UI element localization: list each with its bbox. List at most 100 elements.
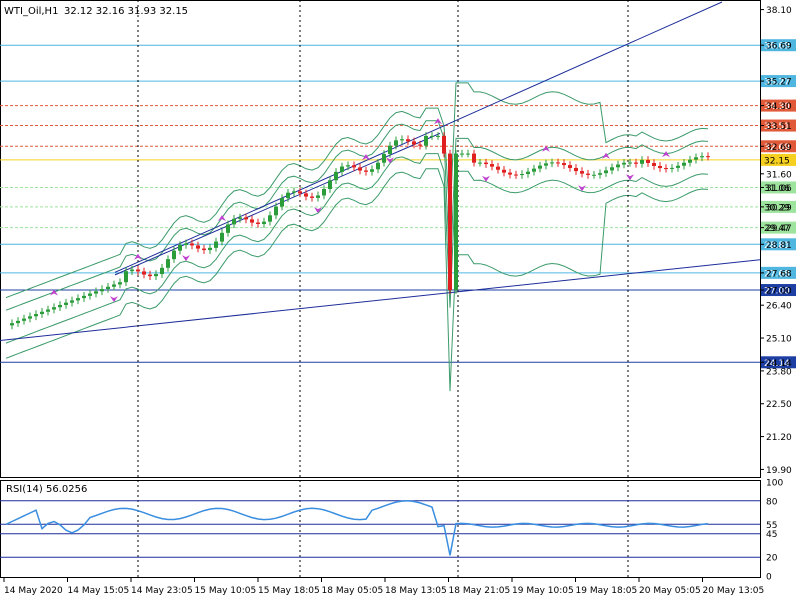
candle-body[interactable]	[622, 162, 626, 165]
candle-body[interactable]	[502, 169, 506, 173]
candle-body[interactable]	[598, 173, 602, 175]
candle-body[interactable]	[562, 163, 566, 166]
candle-body[interactable]	[406, 139, 410, 142]
candle-body[interactable]	[274, 206, 278, 216]
candle-body[interactable]	[64, 302, 68, 305]
candle-body[interactable]	[700, 156, 704, 158]
candle-body[interactable]	[58, 304, 62, 308]
candle-body[interactable]	[106, 286, 110, 290]
candle-body[interactable]	[652, 163, 656, 166]
candle-body[interactable]	[40, 311, 44, 315]
candle-body[interactable]	[394, 140, 398, 146]
candle-body[interactable]	[352, 165, 356, 168]
candle-body[interactable]	[100, 289, 104, 292]
candle-body[interactable]	[316, 195, 320, 198]
candle-body[interactable]	[166, 259, 170, 268]
candle-body[interactable]	[580, 171, 584, 174]
candle-body[interactable]	[682, 162, 686, 166]
candle-body[interactable]	[244, 217, 248, 220]
candle-body[interactable]	[460, 153, 464, 155]
candle-body[interactable]	[160, 267, 164, 275]
candle-body[interactable]	[262, 221, 266, 224]
candle-body[interactable]	[448, 153, 452, 291]
candle-body[interactable]	[178, 244, 182, 251]
candle-body[interactable]	[286, 192, 290, 199]
candle-body[interactable]	[550, 162, 554, 164]
candle-body[interactable]	[376, 162, 380, 170]
candle-body[interactable]	[34, 314, 38, 317]
candle-body[interactable]	[640, 159, 644, 164]
candle-body[interactable]	[442, 135, 446, 154]
candle-body[interactable]	[568, 165, 572, 168]
candle-body[interactable]	[358, 167, 362, 171]
candle-body[interactable]	[184, 243, 188, 245]
candle-body[interactable]	[124, 271, 128, 283]
candle-body[interactable]	[454, 153, 458, 291]
candle-body[interactable]	[616, 164, 620, 168]
candle-body[interactable]	[520, 174, 524, 176]
candle-body[interactable]	[88, 293, 92, 296]
candle-body[interactable]	[610, 167, 614, 171]
candle-body[interactable]	[508, 172, 512, 175]
candle-body[interactable]	[190, 243, 194, 246]
candle-body[interactable]	[292, 191, 296, 193]
candle-body[interactable]	[322, 189, 326, 196]
candle-body[interactable]	[388, 145, 392, 154]
candle-body[interactable]	[22, 318, 26, 321]
candle-body[interactable]	[706, 156, 710, 158]
candle-body[interactable]	[220, 232, 224, 242]
candle-body[interactable]	[232, 218, 236, 225]
candle-body[interactable]	[340, 166, 344, 172]
candle-body[interactable]	[16, 320, 20, 324]
candle-body[interactable]	[412, 141, 416, 145]
candle-body[interactable]	[52, 307, 56, 310]
candle-body[interactable]	[670, 167, 674, 169]
candle-body[interactable]	[214, 241, 218, 248]
candle-body[interactable]	[646, 159, 650, 164]
candle-body[interactable]	[658, 165, 662, 169]
candle-body[interactable]	[538, 165, 542, 169]
candle-body[interactable]	[694, 157, 698, 160]
candle-body[interactable]	[256, 222, 260, 224]
candle-body[interactable]	[196, 245, 200, 249]
candle-body[interactable]	[472, 153, 476, 163]
candle-body[interactable]	[586, 173, 590, 175]
candle-body[interactable]	[298, 191, 302, 194]
candle-body[interactable]	[172, 250, 176, 260]
candle-body[interactable]	[418, 144, 422, 146]
candle-body[interactable]	[484, 162, 488, 165]
price-candles[interactable]	[10, 132, 710, 330]
candle-body[interactable]	[46, 309, 50, 312]
candle-body[interactable]	[526, 171, 530, 175]
candle-body[interactable]	[82, 295, 86, 299]
candle-body[interactable]	[364, 170, 368, 172]
candle-body[interactable]	[544, 163, 548, 166]
candle-body[interactable]	[130, 269, 134, 272]
candle-body[interactable]	[556, 162, 560, 164]
candle-body[interactable]	[280, 198, 284, 207]
candle-body[interactable]	[664, 168, 668, 170]
candle-body[interactable]	[370, 169, 374, 172]
candle-body[interactable]	[304, 193, 308, 197]
candle-body[interactable]	[112, 284, 116, 287]
candle-body[interactable]	[94, 291, 98, 294]
candle-body[interactable]	[592, 174, 596, 176]
candle-body[interactable]	[574, 167, 578, 172]
candle-body[interactable]	[400, 139, 404, 141]
candle-body[interactable]	[148, 274, 152, 277]
candle-body[interactable]	[514, 174, 518, 176]
candle-body[interactable]	[496, 166, 500, 170]
candle-body[interactable]	[334, 171, 338, 181]
candle-body[interactable]	[154, 274, 158, 277]
candle-body[interactable]	[238, 217, 242, 219]
candle-body[interactable]	[70, 300, 74, 303]
candle-body[interactable]	[424, 135, 428, 146]
candle-body[interactable]	[634, 162, 638, 164]
candle-body[interactable]	[478, 162, 482, 164]
candle-body[interactable]	[118, 282, 122, 285]
candle-body[interactable]	[28, 316, 32, 319]
candle-body[interactable]	[76, 298, 80, 301]
candle-body[interactable]	[430, 135, 434, 137]
candle-body[interactable]	[346, 165, 350, 167]
